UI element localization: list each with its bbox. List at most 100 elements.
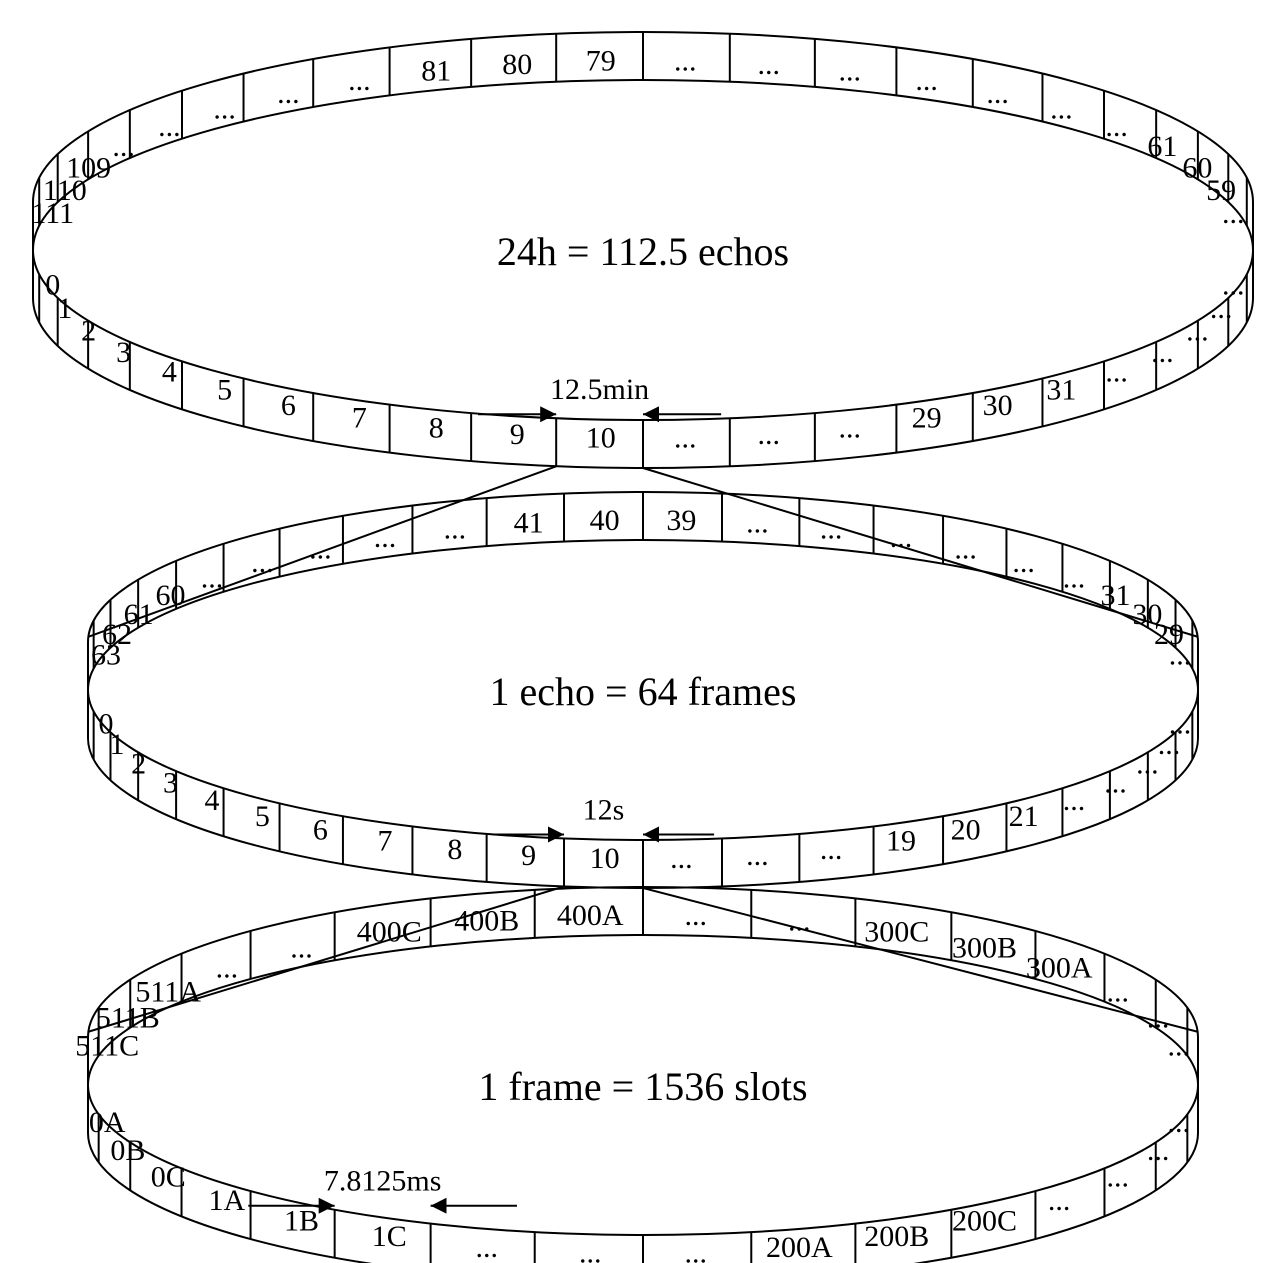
ring-frames-back-cell-10: 40 — [590, 504, 620, 537]
ring-frames-front-cell-15: 20 — [951, 813, 981, 846]
ring-slots: 511C511B511A......400C400B400A......300C… — [75, 887, 1198, 1263]
ring-echos-front-cell-17: ... — [1105, 356, 1128, 389]
ring-frames-front-cell-1: 1 — [109, 728, 124, 761]
ring-frames-front-cell-4: 4 — [205, 784, 220, 817]
ring-echos-front-cell-18: ... — [1151, 336, 1174, 369]
ring-frames-front-cell-2: 2 — [131, 748, 146, 781]
ring-frames-back-cell-21: ... — [1169, 639, 1192, 672]
ring-echos-back-cell-21: ... — [1222, 197, 1245, 230]
ring-echos-back-cell-18: 61 — [1147, 130, 1177, 163]
ring-echos-back-cell-5: ... — [213, 92, 236, 125]
ring-echos-back-cell-17: ... — [1105, 110, 1128, 143]
ring-slots-back-cell-15: ... — [1168, 1030, 1191, 1063]
ring-frames-back-cell-17: ... — [1063, 562, 1086, 595]
ring-frames-back-cell-8: ... — [444, 513, 467, 546]
ring-echos: 111110109...............818079..........… — [31, 32, 1253, 468]
ring-slots-front-cell-3: 1A — [209, 1184, 246, 1217]
ring-echos-back-cell-13: ... — [839, 54, 862, 87]
ring-slots-title: 1 frame = 1536 slots — [478, 1064, 807, 1109]
ring-slots-back-cell-10: 300C — [864, 916, 929, 949]
ring-echos-front-cell-14: 29 — [912, 402, 942, 435]
ring-echos-front-cell-3: 3 — [116, 336, 131, 369]
ring-slots-front-cell-4: 1B — [284, 1204, 319, 1237]
ring-slots-front-cell-12: ... — [1048, 1184, 1071, 1217]
ring-echos-back-cell-16: ... — [1050, 92, 1073, 125]
ring-echos-back-cell-2: 109 — [66, 151, 111, 184]
ring-slots-front-cell-5: 1C — [372, 1220, 407, 1253]
ring-frames-title: 1 echo = 64 frames — [490, 669, 797, 714]
ring-frames-front-cell-6: 6 — [313, 813, 328, 846]
ring-echos-back-cell-9: 80 — [502, 48, 532, 81]
ring-frames-front-cell-21: ... — [1169, 707, 1192, 740]
ring-echos-title: 24h = 112.5 echos — [497, 229, 789, 274]
ring-slots-back-cell-2: 511A — [135, 975, 201, 1008]
ring-echos-front-cell-9: 9 — [510, 418, 525, 451]
ring-slots-front-cell-13: ... — [1107, 1160, 1130, 1193]
ring-echos-back-cell-14: ... — [915, 64, 938, 97]
ring-echos-front-cell-21: ... — [1222, 269, 1245, 302]
ring-frames-back-cell-11: 39 — [666, 504, 696, 537]
ring-echos-front-cell-5: 5 — [217, 373, 232, 406]
expand-line-0-left — [88, 466, 556, 636]
expand-line-0-right — [643, 468, 1198, 637]
ring-slots-back-cell-11: 300B — [952, 931, 1017, 964]
ring-slots-back-cell-9: ... — [788, 905, 811, 938]
ring-slots-back-cell-13: ... — [1107, 975, 1130, 1008]
ring-echos-front-cell-11: ... — [674, 421, 697, 454]
ring-echos-back-cell-10: 79 — [586, 44, 616, 77]
ring-frames-front-cell-12: ... — [746, 839, 769, 872]
ring-slots-front-cell-14: ... — [1147, 1134, 1170, 1167]
ring-slots-back-cell-12: 300A — [1026, 952, 1093, 985]
ring-echos-front-cell-1: 1 — [57, 292, 72, 325]
ring-slots-back-cell-14: ... — [1147, 1002, 1170, 1035]
ring-frames-front-cell-5: 5 — [255, 800, 270, 833]
ring-slots-front-cell-15: ... — [1168, 1106, 1191, 1139]
ring-echos-front-cell-7: 7 — [352, 402, 367, 435]
ring-echos-front-cell-4: 4 — [162, 356, 177, 389]
ring-frames-back-cell-16: ... — [1012, 546, 1035, 579]
ring-frames: 63626160...............414039...........… — [88, 492, 1198, 888]
ring-echos-back-cell-11: ... — [674, 44, 697, 77]
ring-slots-front-cell-11: 200C — [952, 1204, 1017, 1237]
ring-frames-front-cell-17: ... — [1063, 784, 1086, 817]
ring-echos-back-cell-4: ... — [158, 110, 181, 143]
ring-echos-back-cell-8: 81 — [421, 54, 451, 87]
ring-echos-front-cell-16: 31 — [1046, 373, 1076, 406]
ring-echos-front-cell-2: 2 — [81, 315, 96, 348]
ring-slots-front-cell-1: 0B — [110, 1134, 145, 1167]
ring-echos-front-cell-8: 8 — [429, 411, 444, 444]
ring-slots-back-cell-4: ... — [290, 931, 313, 964]
ring-echos-back-cell-15: ... — [986, 77, 1009, 110]
ring-slots-front-cell-6: ... — [475, 1231, 498, 1263]
ring-echos-back-cell-7: ... — [348, 64, 371, 97]
expand-line-1-left — [88, 886, 564, 1031]
ring-echos-back-cell-6: ... — [277, 77, 300, 110]
ring-frames-front-cell-11: ... — [670, 842, 693, 875]
ring-slots-back-cell-7: 400A — [557, 899, 624, 932]
ring-frames-front-cell-10: 10 — [590, 842, 620, 875]
ring-frames-front-cell-16: 21 — [1009, 800, 1039, 833]
ring-frames-front-cell-13: ... — [820, 833, 843, 866]
ring-frames-front-cell-18: ... — [1104, 767, 1127, 800]
ring-echos-front-cell-19: ... — [1186, 315, 1209, 348]
ring-frames-front-cell-9: 9 — [521, 839, 536, 872]
ring-frames-front-cell-19: ... — [1136, 748, 1159, 781]
ring-slots-dim-label: 7.8125ms — [324, 1165, 442, 1198]
ring-slots-front-cell-9: 200A — [766, 1231, 833, 1263]
ring-frames-back-cell-13: ... — [820, 513, 843, 546]
ring-slots-front-cell-10: 200B — [864, 1220, 929, 1253]
ring-slots-front-cell-7: ... — [579, 1237, 602, 1263]
ring-frames-back-cell-9: 41 — [514, 507, 544, 540]
ring-echos-back-cell-3: ... — [112, 130, 135, 163]
ring-echos-front-cell-15: 30 — [983, 389, 1013, 422]
ring-frames-front-cell-3: 3 — [163, 767, 178, 800]
ring-echos-front-cell-6: 6 — [281, 389, 296, 422]
ring-frames-front-cell-8: 8 — [447, 833, 462, 866]
ring-slots-front-cell-8: ... — [685, 1237, 708, 1263]
ring-frames-back-cell-15: ... — [954, 532, 977, 565]
ring-echos-front-cell-12: ... — [758, 418, 781, 451]
ring-echos-front-cell-10: 10 — [586, 421, 616, 454]
ring-echos-dim-label: 12.5min — [550, 373, 649, 406]
ring-frames-front-cell-14: 19 — [886, 825, 916, 858]
ring-frames-back-cell-12: ... — [746, 507, 769, 540]
